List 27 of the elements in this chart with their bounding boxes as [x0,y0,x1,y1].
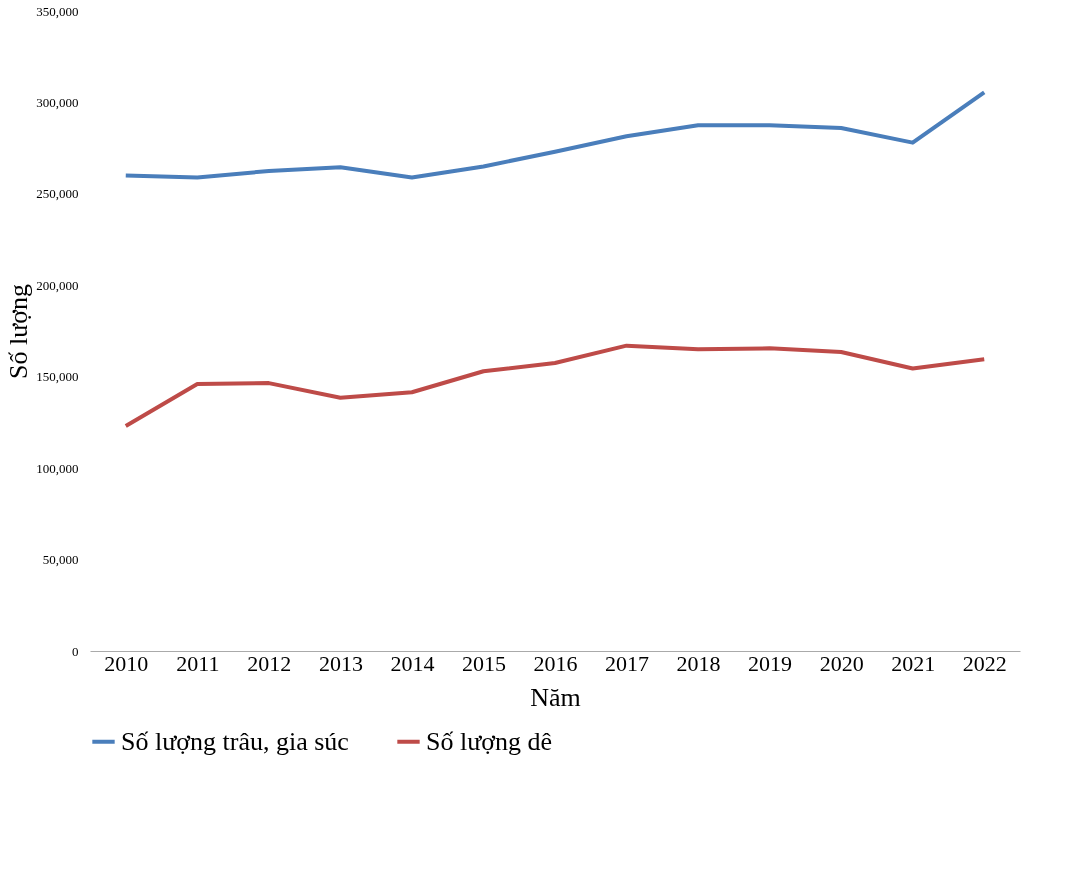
x-tick-label: 2012 [247,650,292,676]
x-tick-label: 2016 [533,650,578,676]
y-tick-label: 350,000 [36,3,79,19]
line-series [123,343,987,429]
x-tick-label: 2017 [605,650,650,676]
x-tick-label: 2013 [318,650,363,676]
x-tick-label: 2019 [748,650,793,676]
legend-label: Số lượng trâu, gia súc [121,726,349,756]
y-tick-label: 100,000 [36,460,79,476]
y-tick-label: 0 [72,643,79,659]
x-tick-label: 2014 [390,650,435,676]
y-tick-label: 300,000 [36,94,79,110]
x-tick-label: 2011 [176,650,220,676]
x-tick-label: 2020 [819,650,864,676]
y-axis-title: Số lượng [4,283,34,380]
x-tick-label: 2021 [891,650,936,676]
legend-label: Số lượng dê [426,726,553,756]
y-tick-label: 150,000 [36,369,79,385]
y-tick-label: 200,000 [36,277,79,293]
x-tick-label: 2015 [461,650,506,676]
x-tick-label: 2010 [104,650,149,676]
x-tick-label: 2022 [962,650,1007,676]
x-tick-label: 2018 [676,650,721,676]
y-tick-label: 250,000 [36,186,79,202]
x-axis-title: Năm [530,682,581,712]
line-series [123,90,987,180]
y-tick-label: 50,000 [42,552,79,568]
